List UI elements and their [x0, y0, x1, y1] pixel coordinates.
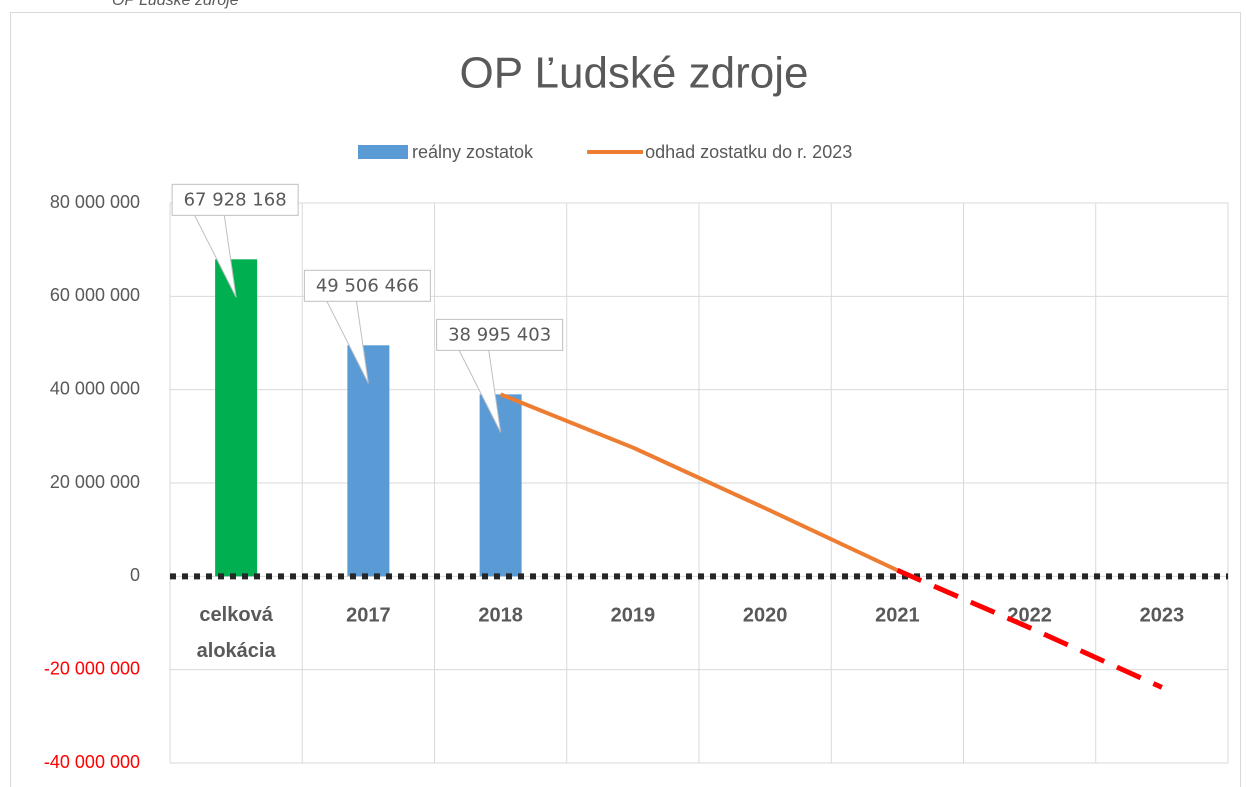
callout-box: [436, 318, 564, 351]
bar: [479, 394, 522, 577]
y-tick-label: 60 000 000: [50, 285, 140, 305]
caption: OP Ľudské zdroje: [112, 0, 239, 9]
y-tick-label: -40 000 000: [44, 752, 140, 772]
bar: [347, 345, 390, 577]
data-label: 38 995 403: [448, 324, 551, 345]
chart-border: [10, 12, 1241, 787]
x-tick-label: 2021: [875, 604, 920, 626]
data-label: 67 928 168: [184, 189, 287, 210]
y-tick-label: 40 000 000: [50, 378, 140, 398]
x-tick-label-line: alokácia: [197, 640, 277, 662]
x-tick-label: celková alokácia: [197, 604, 277, 662]
x-tick-label: 2018: [478, 604, 523, 626]
bar: [215, 259, 258, 577]
legend-label: odhad zostatku do r. 2023: [645, 142, 852, 162]
x-tick-label: 2020: [743, 604, 788, 626]
callout-pointer: [325, 300, 369, 384]
dashed-line: [896, 567, 1163, 690]
legend-label: reálny zostatok: [412, 142, 534, 162]
x-tick-label: 2017: [346, 604, 391, 626]
callout-box: [171, 183, 299, 216]
chart-title: OP Ľudské zdroje: [460, 49, 809, 98]
callout-pointer: [193, 214, 237, 298]
x-tick-label: 2019: [611, 604, 656, 626]
data-label: 49 506 466: [316, 275, 419, 296]
callout-box: [303, 269, 431, 302]
legend-swatch: [358, 145, 408, 159]
y-tick-label: 20 000 000: [50, 472, 140, 492]
line: [499, 392, 899, 573]
x-tick-label-line: celková: [199, 604, 273, 626]
callout-pointer: [458, 349, 502, 433]
y-tick-label: 80 000 000: [50, 192, 140, 212]
x-tick-label: 2023: [1140, 604, 1185, 626]
y-tick-label: -20 000 000: [44, 658, 140, 678]
y-tick-label: 0: [130, 565, 140, 585]
